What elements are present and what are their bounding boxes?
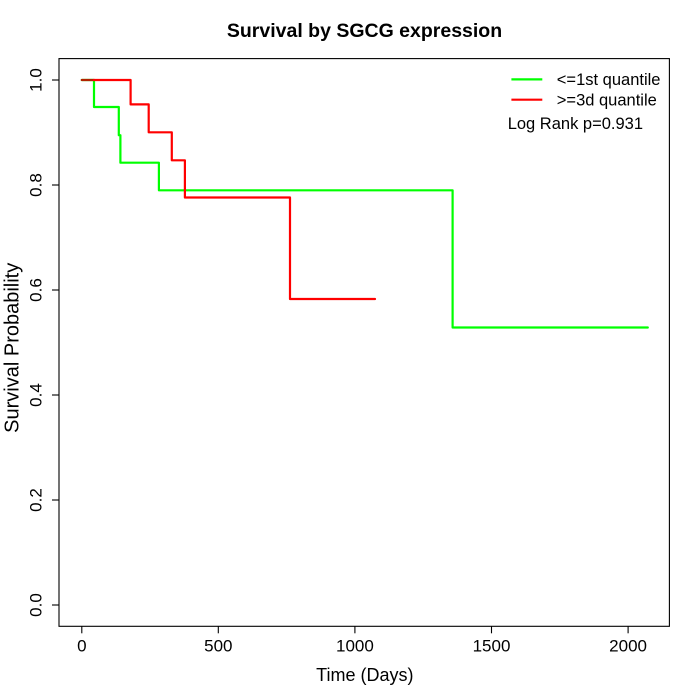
svg-text:Log Rank p=0.931: Log Rank p=0.931 xyxy=(508,115,643,133)
svg-text:Survival by SGCG expression: Survival by SGCG expression xyxy=(227,20,502,42)
svg-text:0.4: 0.4 xyxy=(27,383,46,407)
svg-text:0: 0 xyxy=(77,636,86,655)
svg-text:0.2: 0.2 xyxy=(27,488,46,512)
svg-text:Time (Days): Time (Days) xyxy=(316,665,413,685)
svg-text:>=3d quantile: >=3d quantile xyxy=(557,92,657,110)
svg-text:1.0: 1.0 xyxy=(27,68,46,92)
svg-text:1500: 1500 xyxy=(473,636,511,655)
svg-text:Survival Probability: Survival Probability xyxy=(1,263,23,433)
svg-text:2000: 2000 xyxy=(609,636,647,655)
svg-text:0.0: 0.0 xyxy=(27,593,46,617)
svg-text:1000: 1000 xyxy=(336,636,374,655)
svg-text:500: 500 xyxy=(204,636,232,655)
svg-text:0.6: 0.6 xyxy=(27,278,46,302)
svg-text:0.8: 0.8 xyxy=(27,173,46,197)
svg-text:<=1st quantile: <=1st quantile xyxy=(557,71,661,89)
